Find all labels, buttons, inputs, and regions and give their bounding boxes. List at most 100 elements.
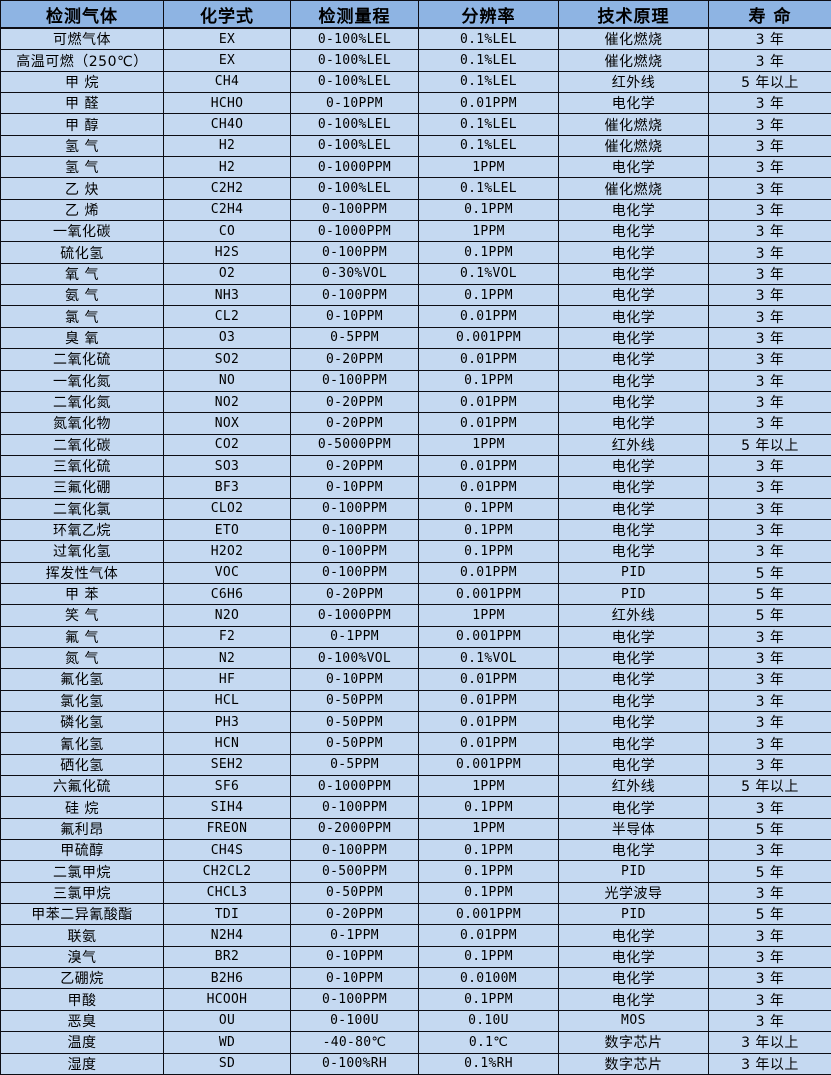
cell-formula: NO2 bbox=[163, 390, 291, 414]
cell-resolution: 0.1PPM bbox=[418, 796, 559, 819]
cell-life: 3 年 bbox=[708, 113, 831, 136]
cell-range: 0-100PPM bbox=[290, 561, 419, 584]
cell-life: 3 年 bbox=[708, 710, 831, 734]
cell-range: 0-100%LEL bbox=[290, 49, 419, 72]
cell-gas: 六氟化硫 bbox=[0, 775, 164, 798]
cell-gas: 过氧化氢 bbox=[0, 540, 164, 563]
cell-life: 3 年 bbox=[708, 49, 831, 72]
cell-life: 3 年 bbox=[708, 497, 831, 520]
cell-resolution: 0.1PPM bbox=[418, 497, 559, 520]
cell-gas: 氢 气 bbox=[0, 156, 164, 179]
cell-principle: 电化学 bbox=[558, 92, 709, 115]
table-row: 甲 烷 CH4 0-100%LEL 0.1%LEL 红外线 5 年以上 bbox=[0, 70, 831, 94]
cell-range: 0-100PPM bbox=[290, 518, 419, 542]
cell-life: 3 年以上 bbox=[708, 1031, 831, 1054]
table-row: 乙 烯 C2H4 0-100PPM 0.1PPM 电化学 3 年 bbox=[0, 198, 831, 222]
cell-principle: 电化学 bbox=[558, 390, 709, 414]
table-row: 可燃气体 EX 0-100%LEL 0.1%LEL 催化燃烧 3 年 bbox=[0, 27, 831, 51]
cell-formula: H2 bbox=[163, 134, 291, 158]
cell-range: 0-100%RH bbox=[290, 1052, 419, 1075]
cell-gas: 甲酸 bbox=[0, 988, 164, 1011]
table-row: 氟 气 F2 0-1PPM 0.001PPM 电化学 3 年 bbox=[0, 625, 831, 648]
cell-life: 3 年 bbox=[708, 1009, 831, 1033]
cell-resolution: 0.001PPM bbox=[418, 625, 559, 648]
cell-life: 3 年 bbox=[708, 881, 831, 905]
cell-principle: 催化燃烧 bbox=[558, 49, 709, 72]
cell-life: 3 年 bbox=[708, 134, 831, 158]
cell-formula: C2H2 bbox=[163, 177, 291, 200]
cell-resolution: 0.1PPM bbox=[418, 945, 559, 969]
cell-range: 0-100%LEL bbox=[290, 27, 419, 51]
cell-resolution: 0.1%LEL bbox=[418, 177, 559, 200]
cell-principle: 电化学 bbox=[558, 220, 709, 243]
cell-gas: 硫化氢 bbox=[0, 241, 164, 264]
table-row: 溴气 BR2 0-10PPM 0.1PPM 电化学 3 年 bbox=[0, 945, 831, 969]
cell-formula: CO bbox=[163, 220, 291, 243]
cell-resolution: 0.01PPM bbox=[418, 732, 559, 755]
cell-range: 0-20PPM bbox=[290, 390, 419, 414]
table-row: 联氨 N2H4 0-1PPM 0.01PPM 电化学 3 年 bbox=[0, 924, 831, 947]
cell-gas: 环氧乙烷 bbox=[0, 518, 164, 542]
cell-formula: FREON bbox=[163, 817, 291, 841]
cell-range: 0-10PPM bbox=[290, 945, 419, 969]
cell-principle: PID bbox=[558, 582, 709, 606]
cell-principle: 电化学 bbox=[558, 924, 709, 947]
cell-range: 0-20PPM bbox=[290, 582, 419, 606]
cell-gas: 氟利昂 bbox=[0, 817, 164, 841]
cell-principle: 电化学 bbox=[558, 156, 709, 179]
cell-gas: 笑 气 bbox=[0, 604, 164, 627]
cell-resolution: 0.1%LEL bbox=[418, 49, 559, 72]
cell-gas: 三氯甲烷 bbox=[0, 881, 164, 905]
cell-life: 3 年 bbox=[708, 390, 831, 414]
cell-formula: HF bbox=[163, 668, 291, 691]
cell-principle: 红外线 bbox=[558, 604, 709, 627]
column-header-resolution: 分辨率 bbox=[418, 0, 559, 29]
cell-principle: 数字芯片 bbox=[558, 1052, 709, 1075]
cell-life: 3 年 bbox=[708, 646, 831, 670]
cell-life: 3 年 bbox=[708, 540, 831, 563]
table-row: 臭 氧 O3 0-5PPM 0.001PPM 电化学 3 年 bbox=[0, 326, 831, 350]
cell-principle: 光学波导 bbox=[558, 881, 709, 905]
cell-principle: MOS bbox=[558, 1009, 709, 1033]
cell-formula: H2O2 bbox=[163, 540, 291, 563]
cell-resolution: 0.001PPM bbox=[418, 903, 559, 926]
table-row: 乙硼烷 B2H6 0-10PPM 0.0100M 电化学 3 年 bbox=[0, 967, 831, 990]
cell-principle: PID bbox=[558, 903, 709, 926]
cell-life: 3 年 bbox=[708, 945, 831, 969]
column-header-life: 寿 命 bbox=[708, 0, 831, 29]
table-row: 磷化氢 PH3 0-50PPM 0.01PPM 电化学 3 年 bbox=[0, 710, 831, 734]
table-row: 甲苯二异氰酸酯 TDI 0-20PPM 0.001PPM PID 5 年 bbox=[0, 903, 831, 926]
cell-principle: 电化学 bbox=[558, 945, 709, 969]
table-row: 六氟化硫 SF6 0-1000PPM 1PPM 红外线 5 年以上 bbox=[0, 775, 831, 798]
cell-formula: CH4S bbox=[163, 839, 291, 862]
table-row: 甲硫醇 CH4S 0-100PPM 0.1PPM 电化学 3 年 bbox=[0, 839, 831, 862]
cell-resolution: 1PPM bbox=[418, 775, 559, 798]
cell-range: 0-100PPM bbox=[290, 988, 419, 1011]
cell-life: 3 年 bbox=[708, 753, 831, 777]
cell-life: 3 年 bbox=[708, 924, 831, 947]
cell-range: 0-100PPM bbox=[290, 540, 419, 563]
cell-principle: 电化学 bbox=[558, 732, 709, 755]
column-header-principle: 技术原理 bbox=[558, 0, 709, 29]
cell-range: 0-100PPM bbox=[290, 497, 419, 520]
cell-resolution: 0.10U bbox=[418, 1009, 559, 1033]
cell-gas: 硒化氢 bbox=[0, 753, 164, 777]
cell-life: 3 年 bbox=[708, 241, 831, 264]
cell-range: 0-2000PPM bbox=[290, 817, 419, 841]
table-row: 三氯甲烷 CHCL3 0-50PPM 0.1PPM 光学波导 3 年 bbox=[0, 881, 831, 905]
cell-life: 3 年 bbox=[708, 988, 831, 1011]
table-row: 甲 苯 C6H6 0-20PPM 0.001PPM PID 5 年 bbox=[0, 582, 831, 606]
cell-gas: 甲 烷 bbox=[0, 70, 164, 94]
table-row: 过氧化氢 H2O2 0-100PPM 0.1PPM 电化学 3 年 bbox=[0, 540, 831, 563]
cell-formula: SO3 bbox=[163, 454, 291, 478]
cell-resolution: 0.1%VOL bbox=[418, 646, 559, 670]
cell-life: 3 年 bbox=[708, 305, 831, 328]
cell-gas: 一氧化碳 bbox=[0, 220, 164, 243]
cell-principle: 电化学 bbox=[558, 646, 709, 670]
table-row: 氰化氢 HCN 0-50PPM 0.01PPM 电化学 3 年 bbox=[0, 732, 831, 755]
table-row: 氢 气 H2 0-100%LEL 0.1%LEL 催化燃烧 3 年 bbox=[0, 134, 831, 158]
cell-resolution: 0.1PPM bbox=[418, 198, 559, 222]
cell-life: 3 年 bbox=[708, 177, 831, 200]
table-row: 氟化氢 HF 0-10PPM 0.01PPM 电化学 3 年 bbox=[0, 668, 831, 691]
cell-principle: PID bbox=[558, 561, 709, 584]
